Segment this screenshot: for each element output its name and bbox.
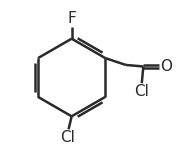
Text: F: F [67, 11, 76, 26]
Text: Cl: Cl [134, 84, 149, 99]
Text: Cl: Cl [60, 130, 75, 145]
Text: O: O [160, 59, 172, 74]
